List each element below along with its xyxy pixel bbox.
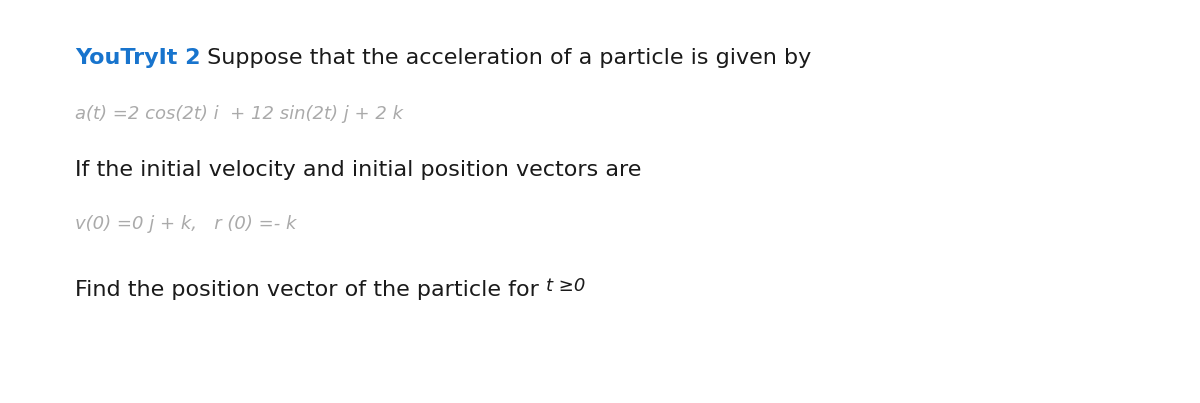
Text: v(0) =0 j + k,   r (0) =- k: v(0) =0 j + k, r (0) =- k bbox=[74, 215, 296, 233]
Text: t ≥0: t ≥0 bbox=[546, 277, 586, 295]
Text: Find the position vector of the particle for: Find the position vector of the particle… bbox=[74, 280, 546, 300]
Text: If the initial velocity and initial position vectors are: If the initial velocity and initial posi… bbox=[74, 160, 641, 180]
Text: a(t) =2 cos(2t) i  + 12 sin(2t) j + 2 k: a(t) =2 cos(2t) i + 12 sin(2t) j + 2 k bbox=[74, 105, 403, 123]
Text: YouTryIt 2: YouTryIt 2 bbox=[74, 48, 200, 68]
Text: Suppose that the acceleration of a particle is given by: Suppose that the acceleration of a parti… bbox=[200, 48, 811, 68]
